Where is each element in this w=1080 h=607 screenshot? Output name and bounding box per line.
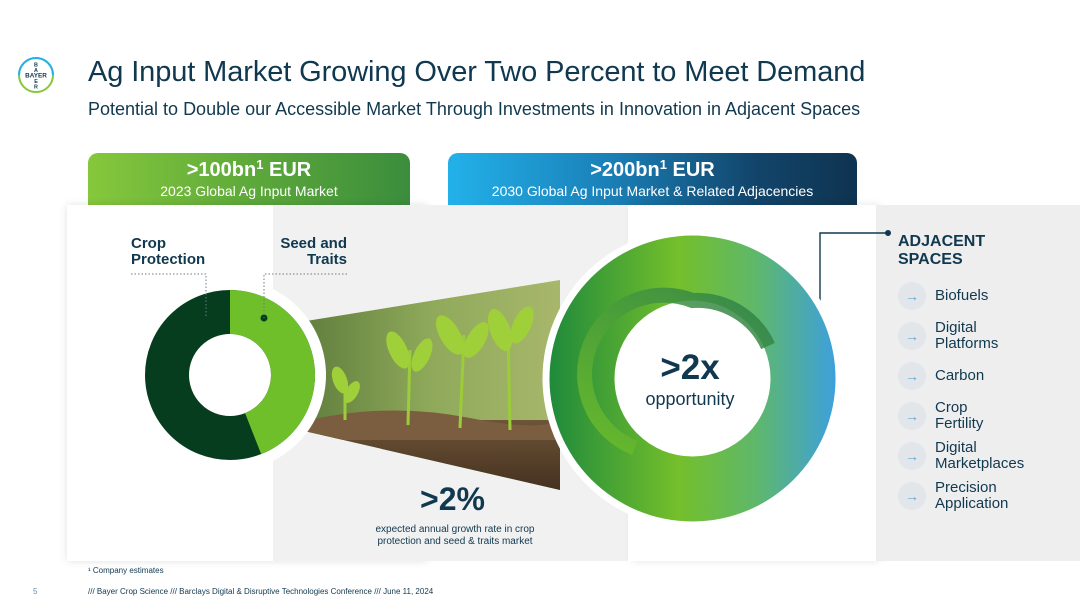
opportunity-center: >2x opportunity [620, 348, 760, 410]
footer-source: /// Bayer Crop Science /// Barclays Digi… [88, 587, 434, 596]
svg-text:R: R [34, 85, 38, 91]
svg-text:E: E [34, 79, 38, 85]
market-split-donut [134, 279, 326, 471]
current-market-footnote: 1 [256, 157, 264, 172]
current-market-value: >100bn [186, 159, 257, 181]
growth-caption: expected annual growth rate in crop prot… [375, 524, 535, 547]
seed-traits-segment [145, 290, 315, 460]
future-market-caption: 2030 Global Ag Input Market & Related Ad… [491, 183, 814, 199]
crop-protection-label: Crop Protection [131, 235, 206, 268]
logo-word: BAYER [25, 73, 47, 80]
arrow-right-icon: → [898, 282, 926, 310]
adjacent-item-digital-platforms: → Digital Platforms [898, 320, 1078, 352]
future-market-tab: >200bn1 EUR 2030 Global Ag Input Market … [448, 153, 857, 205]
svg-text:B: B [34, 63, 38, 69]
arrow-right-icon: → [898, 442, 926, 470]
adjacent-spaces-title: ADJACENT SPACES [898, 233, 986, 268]
growth-value: >2% [420, 481, 485, 517]
future-market-footnote: 1 [659, 157, 667, 172]
seed-traits-label: Seed and Traits [280, 235, 347, 268]
adjacent-item-biofuels: → Biofuels [898, 282, 1078, 310]
bayer-logo: B A BAYER E R [18, 57, 54, 93]
page-title: Ag Input Market Growing Over Two Percent… [88, 56, 866, 88]
current-market-tab: >100bn1 EUR 2023 Global Ag Input Market [88, 153, 410, 205]
arrow-right-icon: → [898, 322, 926, 350]
current-market-caption: 2023 Global Ag Input Market [160, 183, 338, 199]
arrow-right-icon: → [898, 482, 926, 510]
svg-text:A: A [34, 68, 38, 74]
adjacent-item-precision-application: → Precision Application [898, 480, 1078, 512]
future-market-value: >200bn [590, 159, 660, 181]
adjacent-item-digital-marketplaces: → Digital Marketplaces [898, 440, 1078, 472]
adjacent-item-crop-fertility: → Crop Fertility [898, 400, 1078, 432]
arrow-right-icon: → [898, 362, 926, 390]
opportunity-ring [542, 228, 843, 529]
footnote: ¹ Company estimates [88, 566, 164, 575]
current-market-unit: EUR [263, 159, 312, 181]
future-market-unit: EUR [666, 159, 715, 181]
adjacent-item-carbon: → Carbon [898, 362, 1078, 390]
page-number: 5 [33, 587, 38, 596]
opportunity-value: >2x [660, 348, 720, 387]
arrow-right-icon: → [898, 402, 926, 430]
page-subtitle: Potential to Double our Accessible Marke… [88, 99, 861, 119]
opportunity-label: opportunity [645, 389, 735, 409]
